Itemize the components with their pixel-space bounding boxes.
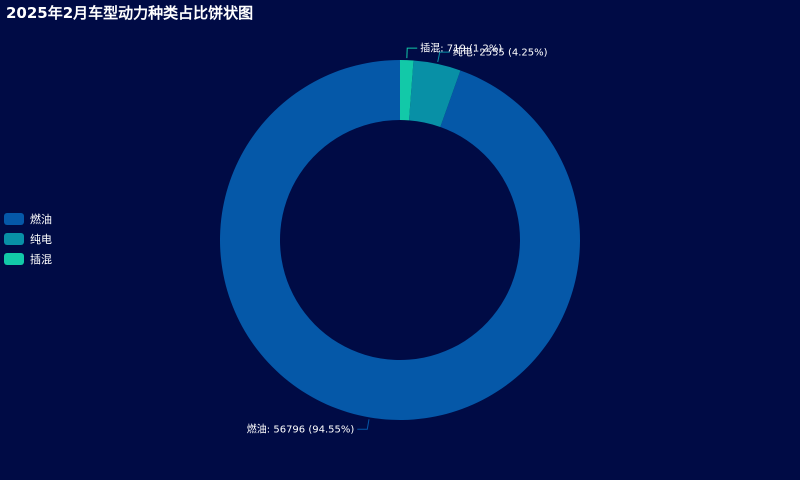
slice-fuel[interactable] — [219, 60, 580, 420]
label-line-ev — [437, 51, 450, 63]
legend: 燃油 纯电 插混 — [4, 212, 52, 266]
slice-phev[interactable] — [400, 60, 414, 121]
labels-layer: 燃油: 56796 (94.55%) 纯电: 2555 (4.25%)插混: 71… — [247, 42, 548, 436]
chart-title: 2025年2月车型动力种类占比饼状图 — [6, 4, 254, 22]
slices-layer — [219, 60, 580, 420]
slice-label-phev: 插混: 719 (1.2%) — [420, 42, 502, 55]
legend-item-fuel[interactable]: 燃油 — [4, 212, 52, 226]
label-line-phev — [406, 47, 418, 59]
label-line-fuel — [357, 419, 370, 430]
legend-label-fuel: 燃油 — [30, 213, 52, 226]
legend-item-ev[interactable]: 纯电 — [4, 232, 52, 246]
slice-label-ev: 纯电: 2555 (4.25%) — [453, 46, 548, 59]
legend-swatch-ev — [4, 233, 24, 245]
legend-label-ev: 纯电 — [30, 233, 52, 246]
legend-swatch-fuel — [4, 213, 24, 225]
legend-label-phev: 插混 — [30, 253, 52, 266]
slice-ev[interactable] — [409, 60, 461, 127]
slice-label-fuel: 燃油: 56796 (94.55%) — [247, 423, 355, 436]
legend-item-phev[interactable]: 插混 — [4, 252, 52, 266]
legend-swatch-phev — [4, 253, 24, 265]
